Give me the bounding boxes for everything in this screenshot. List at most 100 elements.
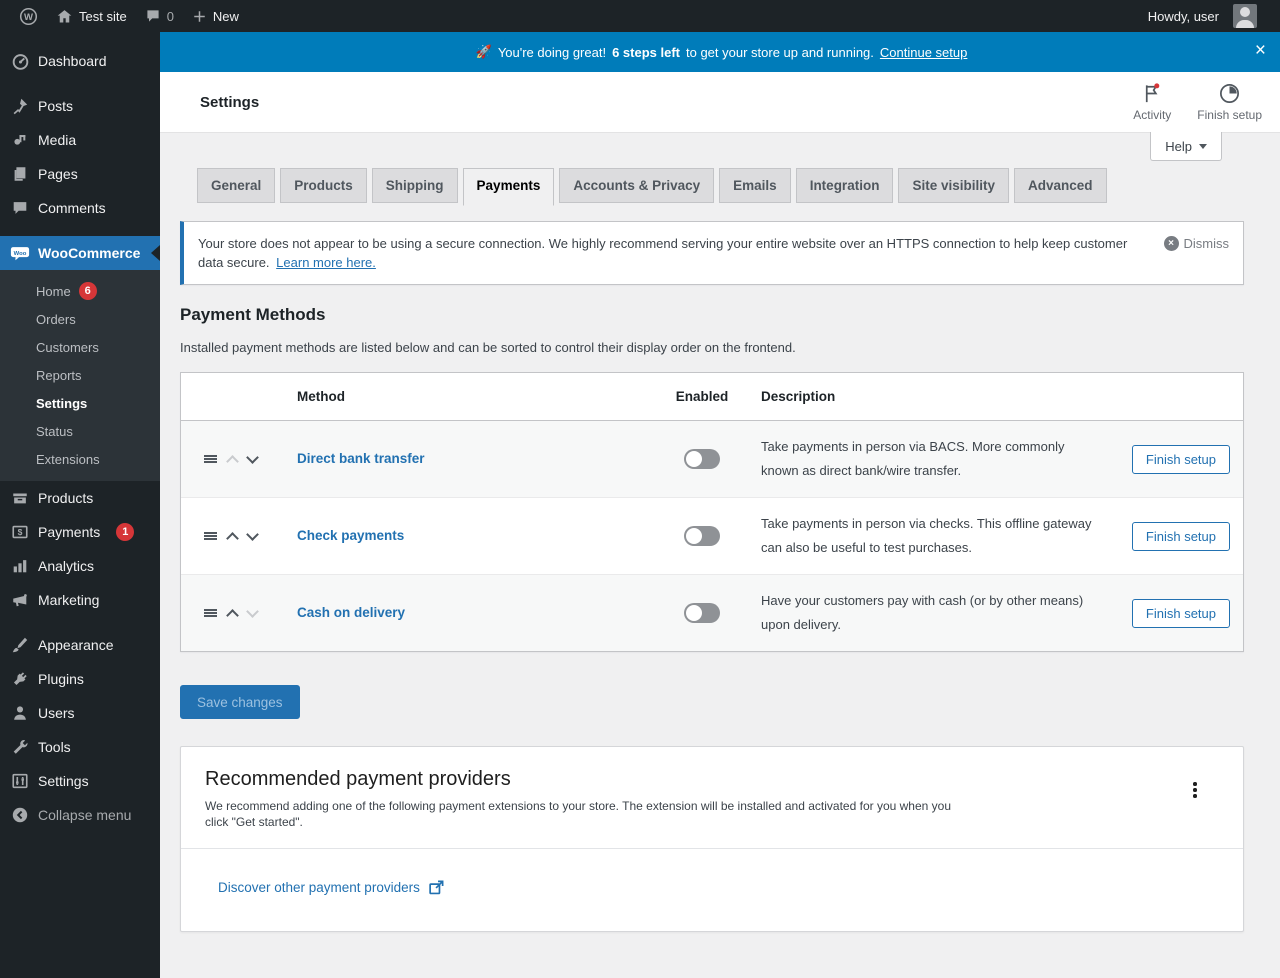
sidebar-item-plugins[interactable]: Plugins	[0, 662, 160, 696]
wordpress-logo-icon[interactable]: W	[10, 0, 47, 32]
move-down-icon[interactable]	[246, 450, 259, 464]
sidebar-item-tools[interactable]: Tools	[0, 730, 160, 764]
page-title: Settings	[200, 93, 260, 111]
tab-accounts-privacy[interactable]: Accounts & Privacy	[559, 168, 715, 203]
finish-setup-row-button[interactable]: Finish setup	[1131, 521, 1230, 551]
table-row: Check payments Take payments in person v…	[181, 497, 1243, 574]
site-name: Test site	[79, 8, 127, 24]
banner-text: to get your store up and running.	[686, 44, 874, 60]
media-icon	[10, 130, 30, 150]
sidebar-item-label: Tools	[38, 739, 71, 755]
sidebar-item-appearance[interactable]: Appearance	[0, 628, 160, 662]
brush-icon	[10, 635, 30, 655]
collapse-label: Collapse menu	[38, 807, 132, 823]
activity-button[interactable]: Activity	[1133, 82, 1171, 122]
admin-bar-new[interactable]: New	[183, 0, 248, 32]
woocommerce-submenu: Home 6 Orders Customers Reports Settings …	[0, 270, 160, 481]
current-menu-arrow	[151, 245, 160, 261]
sidebar-item-products[interactable]: Products	[0, 481, 160, 515]
sidebar-item-woocommerce[interactable]: Woo WooCommerce	[0, 236, 160, 270]
move-down-icon[interactable]	[246, 527, 259, 541]
move-down-icon	[246, 604, 259, 618]
payments-icon: $	[10, 522, 30, 542]
bar-chart-icon	[10, 556, 30, 576]
https-notice: Your store does not appear to be using a…	[180, 221, 1244, 285]
chevron-down-icon	[1199, 143, 1207, 149]
tab-products[interactable]: Products	[280, 168, 367, 203]
method-link[interactable]: Check payments	[297, 528, 405, 543]
continue-setup-link[interactable]: Continue setup	[879, 44, 968, 60]
plug-icon	[10, 669, 30, 689]
submenu-item-extensions[interactable]: Extensions	[36, 451, 100, 467]
close-icon[interactable]: ×	[1254, 40, 1266, 61]
sidebar-item-marketing[interactable]: Marketing	[0, 583, 160, 617]
sidebar-item-payments[interactable]: $ Payments 1	[0, 515, 160, 549]
section-subtitle: Installed payment methods are listed bel…	[180, 340, 796, 355]
collapse-arrow-icon	[10, 805, 30, 825]
column-description: Description	[761, 389, 836, 404]
submenu-item-customers[interactable]: Customers	[36, 339, 99, 355]
dashboard-icon	[10, 51, 30, 71]
drag-handle-icon[interactable]	[204, 455, 217, 463]
main-content: 🚀 You're doing great! 6 steps left to ge…	[160, 32, 1280, 978]
submenu-item-orders[interactable]: Orders	[36, 311, 76, 327]
collapse-menu-button[interactable]: Collapse menu	[0, 798, 160, 832]
drag-handle-icon[interactable]	[204, 532, 217, 540]
submenu-item-status[interactable]: Status	[36, 423, 73, 439]
move-up-icon[interactable]	[226, 531, 239, 545]
finish-setup-row-button[interactable]: Finish setup	[1131, 444, 1230, 474]
comment-icon	[147, 10, 159, 22]
sliders-icon	[10, 771, 30, 791]
admin-bar-comments[interactable]: 0	[136, 0, 183, 32]
card-description: We recommend adding one of the following…	[205, 799, 951, 829]
svg-text:$: $	[18, 527, 23, 537]
admin-bar-site-menu[interactable]: Test site	[47, 0, 136, 32]
sidebar-item-posts[interactable]: Posts	[0, 89, 160, 123]
banner-steps-left: 6 steps left	[612, 44, 680, 60]
tab-emails[interactable]: Emails	[719, 168, 791, 203]
submenu-item-settings[interactable]: Settings	[36, 395, 88, 411]
drag-handle-icon[interactable]	[204, 609, 217, 617]
help-dropdown-button[interactable]: Help	[1150, 132, 1222, 161]
column-enabled: Enabled	[675, 389, 729, 404]
tab-integration[interactable]: Integration	[795, 168, 894, 203]
tab-advanced[interactable]: Advanced	[1013, 168, 1107, 203]
sidebar-item-pages[interactable]: Pages	[0, 157, 160, 191]
method-link[interactable]: Cash on delivery	[297, 605, 406, 620]
products-icon	[10, 488, 30, 508]
section-title: Payment Methods	[180, 305, 326, 324]
submenu-item-reports[interactable]: Reports	[36, 367, 82, 383]
finish-setup-button[interactable]: Finish setup	[1197, 82, 1262, 122]
tab-general[interactable]: General	[197, 168, 276, 203]
sidebar-item-label: Posts	[38, 98, 74, 114]
enabled-toggle[interactable]	[684, 603, 720, 623]
tab-payments[interactable]: Payments	[462, 168, 555, 206]
sidebar-item-comments[interactable]: Comments	[0, 191, 160, 225]
sidebar-item-media[interactable]: Media	[0, 123, 160, 157]
finish-setup-row-button[interactable]: Finish setup	[1131, 598, 1230, 628]
recommended-providers-card: Recommended payment providers We recomme…	[180, 746, 1244, 932]
woocommerce-icon: Woo	[10, 243, 30, 263]
card-title: Recommended payment providers	[205, 768, 511, 790]
learn-more-link[interactable]: Learn more here.	[276, 255, 376, 270]
discover-providers-link[interactable]: Discover other payment providers	[218, 879, 445, 896]
save-changes-button[interactable]: Save changes	[180, 685, 300, 719]
user-icon	[10, 703, 30, 723]
sidebar-item-analytics[interactable]: Analytics	[0, 549, 160, 583]
pages-icon	[10, 164, 30, 184]
sidebar-item-settings[interactable]: Settings	[0, 764, 160, 798]
sidebar-item-users[interactable]: Users	[0, 696, 160, 730]
tab-shipping[interactable]: Shipping	[371, 168, 458, 203]
sidebar-item-label: Products	[38, 490, 94, 506]
enabled-toggle[interactable]	[684, 449, 720, 469]
enabled-toggle[interactable]	[684, 526, 720, 546]
submenu-item-home[interactable]: Home 6	[0, 277, 160, 305]
method-link[interactable]: Direct bank transfer	[297, 451, 425, 466]
sidebar-item-dashboard[interactable]: Dashboard	[0, 44, 160, 78]
tab-site-visibility[interactable]: Site visibility	[898, 168, 1009, 203]
kebab-menu-icon[interactable]	[1183, 778, 1207, 802]
dismiss-button[interactable]: × Dismiss	[1163, 236, 1229, 251]
external-link-icon	[429, 880, 444, 895]
admin-bar-account[interactable]: Howdy, user	[1139, 0, 1266, 32]
move-up-icon[interactable]	[226, 608, 239, 622]
